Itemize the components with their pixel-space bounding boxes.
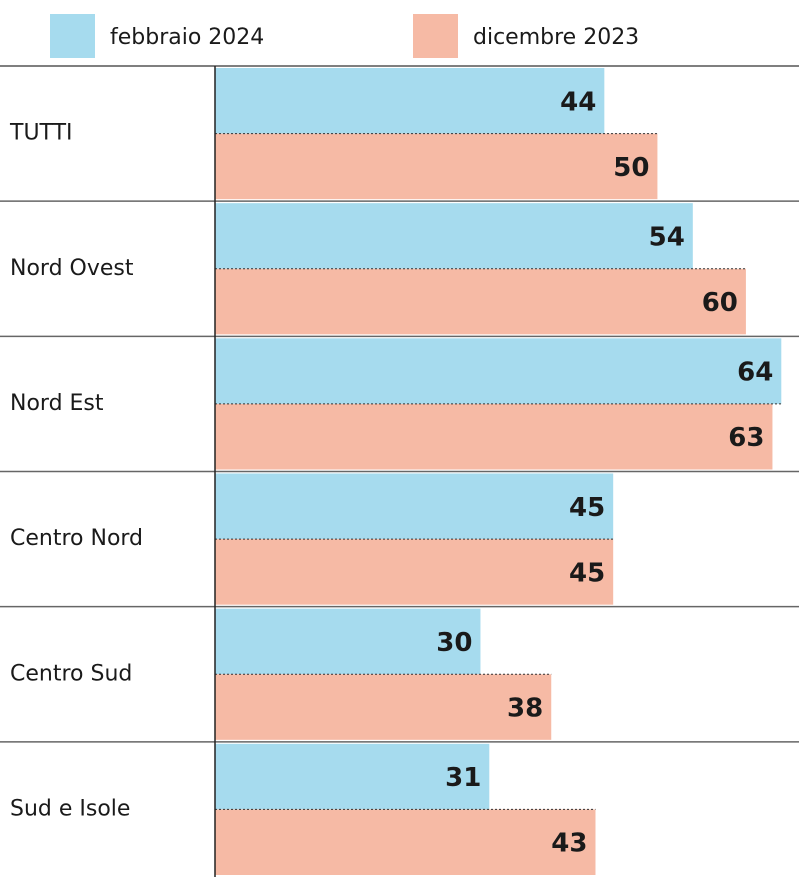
bar xyxy=(215,539,614,605)
bar xyxy=(215,338,782,404)
value-label: 60 xyxy=(702,288,738,318)
value-label: 31 xyxy=(445,763,481,793)
bar xyxy=(215,133,658,200)
bar xyxy=(215,473,614,540)
bar xyxy=(215,403,773,470)
value-label: 63 xyxy=(728,423,764,453)
category-label: Sud e Isole xyxy=(10,796,130,821)
value-label: 50 xyxy=(613,153,649,183)
value-label: 44 xyxy=(560,87,596,117)
bar xyxy=(215,68,605,134)
bar xyxy=(215,674,552,740)
category-label: Nord Est xyxy=(10,391,104,416)
value-label: 45 xyxy=(569,558,605,588)
category-label: Nord Ovest xyxy=(10,256,134,281)
bar xyxy=(215,608,481,675)
value-label: 64 xyxy=(737,358,773,388)
value-label: 54 xyxy=(649,222,685,252)
legend-label: febbraio 2024 xyxy=(110,25,264,50)
bar xyxy=(215,203,693,269)
value-label: 38 xyxy=(507,694,543,724)
value-label: 45 xyxy=(569,493,605,523)
legend-label: dicembre 2023 xyxy=(473,25,639,50)
bar xyxy=(215,268,746,335)
category-label: Centro Sud xyxy=(10,661,132,686)
bar xyxy=(215,743,490,810)
category-label: TUTTI xyxy=(9,121,73,146)
bar xyxy=(215,809,596,875)
value-label: 30 xyxy=(436,628,472,658)
value-label: 43 xyxy=(551,829,587,859)
legend-swatch xyxy=(413,14,458,58)
category-label: Centro Nord xyxy=(10,526,143,551)
legend-swatch xyxy=(50,14,95,58)
